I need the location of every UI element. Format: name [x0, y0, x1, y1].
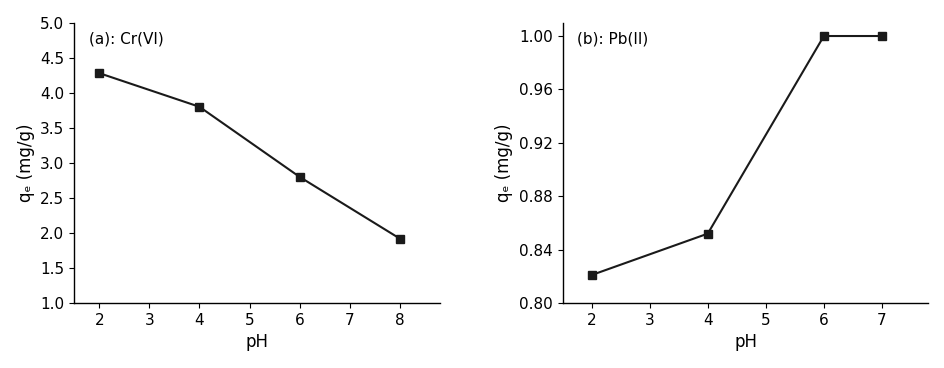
Y-axis label: qₑ (mg/g): qₑ (mg/g) — [17, 124, 35, 202]
Y-axis label: qₑ (mg/g): qₑ (mg/g) — [495, 124, 513, 202]
Text: (b): Pb(II): (b): Pb(II) — [577, 31, 648, 46]
X-axis label: pH: pH — [245, 333, 268, 351]
X-axis label: pH: pH — [733, 333, 756, 351]
Text: (a): Cr(VI): (a): Cr(VI) — [89, 31, 163, 46]
